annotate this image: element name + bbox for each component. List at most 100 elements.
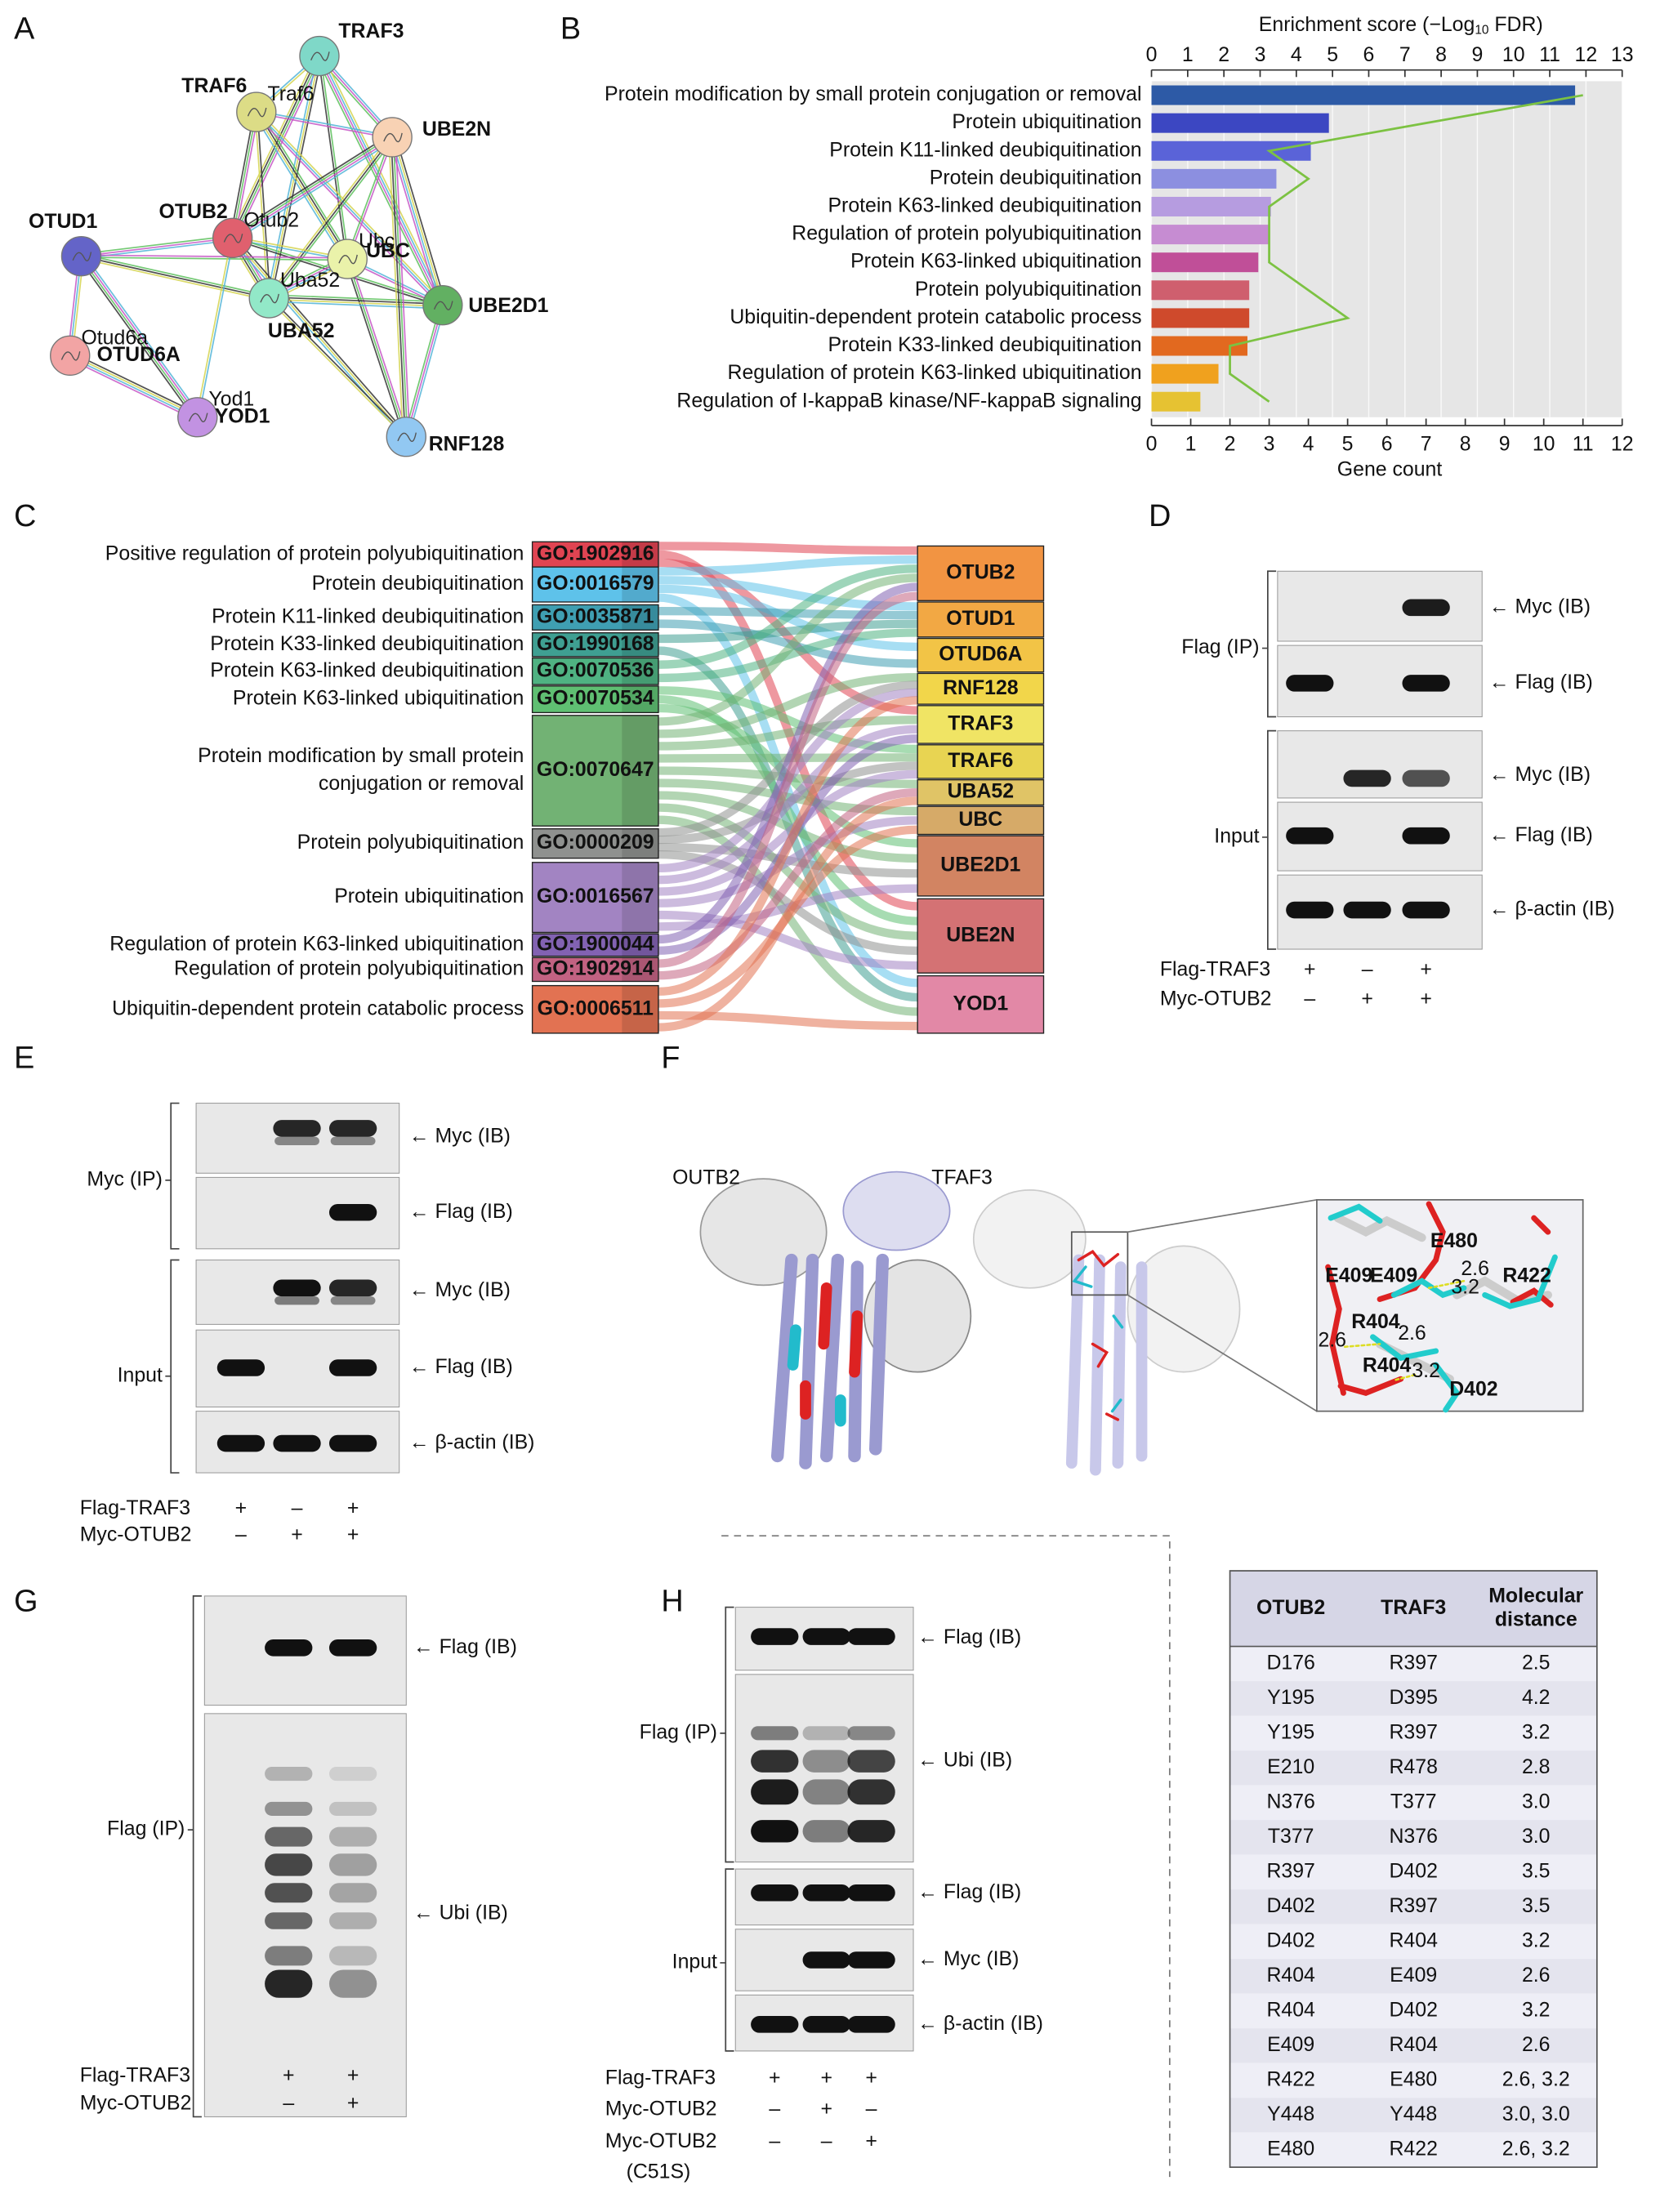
gene-box	[917, 974, 1045, 1034]
x-tick-label: 7	[1399, 44, 1411, 66]
table-cell: N376	[1266, 1791, 1314, 1813]
blot-band	[751, 1820, 799, 1843]
condition-sign: –	[821, 2130, 832, 2152]
node-tag: Yod1	[209, 389, 255, 411]
table-row-bg	[1229, 1646, 1597, 1682]
go-description: Protein K63-linked ubiquitination	[233, 688, 524, 710]
network-edge	[315, 57, 440, 307]
structure-sketch	[699, 1171, 1584, 1476]
sankey-flow	[658, 787, 918, 980]
blot-band	[802, 1628, 850, 1645]
category-label: Protein ubiquitination	[952, 111, 1141, 133]
condition-sign: –	[283, 2093, 294, 2115]
condition-sign: +	[769, 2067, 781, 2089]
go-id: GO:1900044	[537, 933, 654, 955]
network-node	[386, 417, 426, 457]
table-header: TRAF3	[1381, 1597, 1446, 1619]
condition-sign: +	[1420, 958, 1432, 980]
blot-band	[328, 1883, 377, 1903]
table-row-bg	[1229, 1681, 1597, 1716]
table-cell: 2.6, 3.2	[1502, 2138, 1570, 2160]
go-box	[531, 933, 659, 957]
blot-band	[328, 1359, 377, 1376]
x2-tick-label: 1	[1185, 434, 1197, 456]
blot-band	[802, 1884, 850, 1902]
node-icon	[310, 51, 330, 61]
bar	[1151, 252, 1259, 273]
network-edge	[254, 112, 347, 261]
network-node	[236, 91, 277, 132]
blot-label: ← Flag (IB)	[409, 1201, 513, 1223]
network-edge	[254, 113, 442, 308]
table-cell: D176	[1266, 1652, 1314, 1674]
x2-tick-label: 2	[1225, 434, 1236, 456]
x-tick-label: 12	[1575, 44, 1598, 66]
table-cell: R397	[1389, 1652, 1437, 1674]
gene-box	[917, 672, 1045, 705]
go-id: GO:1902916	[537, 542, 654, 564]
network-edge	[234, 235, 408, 436]
network-edge	[81, 255, 270, 299]
table-row-bg	[1229, 2132, 1597, 2168]
go-description: Protein deubiquitination	[312, 573, 524, 595]
gene-box	[917, 744, 1045, 779]
node-label: TRAF3	[338, 20, 404, 42]
gene-label: UBA52	[948, 781, 1014, 803]
blot-band	[847, 2016, 895, 2033]
node-tag: Otud6a	[81, 327, 148, 349]
gene-label: OTUD6A	[939, 644, 1022, 666]
bar	[1151, 280, 1250, 301]
blot-label: ← β-actin (IB)	[409, 1432, 535, 1454]
condition-label: Flag-TRAF3	[80, 1497, 190, 1519]
node-tag: Traf6	[268, 83, 315, 105]
go-box-shade	[622, 862, 658, 933]
go-description: conjugation or removal	[319, 773, 524, 795]
go-box	[531, 604, 659, 631]
category-label: Protein K63-linked deubiquitination	[828, 195, 1141, 217]
gene-label: UBE2N	[946, 924, 1015, 946]
condition-sign: +	[283, 2064, 295, 2086]
sankey-flow	[658, 619, 918, 644]
go-box-shade	[622, 985, 658, 1033]
blot-band	[330, 1136, 376, 1145]
go-description: Positive regulation of protein polyubiqu…	[105, 542, 524, 564]
network-edge	[69, 354, 199, 417]
network-node	[212, 217, 253, 259]
network-edge	[257, 109, 445, 305]
network-edge	[198, 238, 234, 418]
blot-group: Flag (IP)	[107, 1818, 185, 1840]
panel-label: G	[14, 1583, 38, 1617]
x-axis-title-part: 10	[1475, 24, 1488, 38]
go-description: Regulation of protein K63-linked ubiquit…	[109, 933, 524, 955]
condition-sign: –	[1304, 988, 1315, 1010]
condition-label: Myc-OTUB2	[80, 1524, 192, 1546]
network-edge	[388, 137, 404, 437]
residue-label: R404	[1351, 1311, 1400, 1333]
gene-label: YOD1	[953, 992, 1009, 1015]
table-cell: 3.0	[1522, 1791, 1551, 1813]
condition-sign: +	[820, 2067, 832, 2089]
blot-label: ← Flag (IB)	[1489, 824, 1593, 846]
sankey-flow	[658, 725, 918, 885]
condition-sign: –	[769, 2130, 780, 2152]
blot-band	[751, 2016, 799, 2033]
x-axis-title-part: FDR)	[1488, 13, 1542, 35]
blot-band	[802, 1951, 850, 1969]
sankey-flow	[658, 791, 918, 863]
table-header-bg	[1229, 1571, 1597, 1647]
blot-band	[273, 1434, 321, 1452]
go-box-shade	[622, 934, 658, 957]
network-edge	[232, 137, 394, 240]
table-cell: T377	[1390, 1791, 1437, 1813]
blot-band	[1402, 769, 1450, 787]
blot-band	[751, 1750, 799, 1773]
bar	[1151, 85, 1576, 105]
sankey-flow	[658, 716, 918, 751]
table-cell: D402	[1389, 1999, 1437, 2021]
go-box-shade	[622, 604, 658, 631]
table-cell: Y195	[1267, 1687, 1314, 1709]
blot-band	[751, 1884, 799, 1902]
table-cell: 2.6	[1522, 1964, 1551, 1987]
node-label: OTUD6A	[97, 344, 181, 366]
network-edge	[317, 56, 443, 306]
